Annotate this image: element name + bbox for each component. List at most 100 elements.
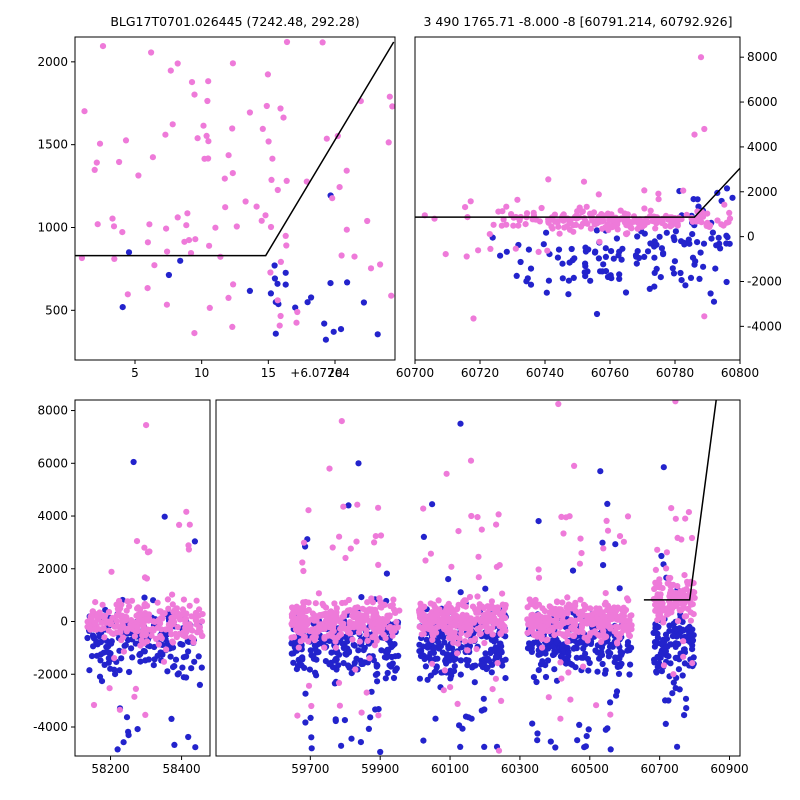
scatter-point-pink [660,606,667,613]
scatter-point-pink [355,625,362,632]
scatter-point-pink [191,330,198,337]
scatter-point-pink [514,196,521,203]
scatter-point-pink [351,253,358,260]
scatter-point-pink [277,105,284,112]
scatter-point-pink [580,178,588,185]
scatter-point-blue [543,289,550,296]
scatter-point-blue [544,657,552,664]
scatter-point-blue [93,652,101,659]
scatter-point-blue [602,667,609,674]
scatter-point-pink [133,538,141,545]
scatter-point-pink [116,158,123,166]
scatter-point-blue [416,648,423,655]
scatter-point-pink [614,226,621,233]
scatter-point-blue [683,705,690,712]
scatter-point-pink [378,604,385,611]
scatter-point-pink [556,630,563,637]
scatter-point-pink [291,634,298,641]
scatter-point-blue [161,513,168,520]
scatter-point-pink [535,611,542,619]
scatter-point-blue [671,258,679,265]
scatter-point-pink [608,211,615,218]
scatter-point-pink [363,689,370,696]
scatter-point-pink [375,561,382,569]
scatter-point-pink [165,605,172,612]
scatter-point-blue [602,245,609,252]
scatter-point-blue [312,669,319,676]
scatter-point-pink [473,646,480,653]
scatter-point-pink [196,624,203,631]
scatter-point-blue [164,668,171,675]
scatter-point-pink [368,595,375,602]
scatter-point-pink [353,538,360,545]
scatter-point-pink [468,512,475,520]
scatter-point-pink [623,231,630,238]
scatter-point-blue [651,643,659,650]
scatter-point-blue [675,666,683,673]
scatter-point-blue [340,660,347,667]
scatter-point-pink [674,618,682,625]
scatter-point-blue [610,255,617,262]
scatter-point-pink [198,618,206,625]
scatter-point-blue [653,669,660,676]
scatter-point-pink [612,623,619,630]
scatter-point-pink [598,638,605,646]
scatter-point-pink [185,546,192,553]
scatter-point-blue [141,594,148,601]
scatter-point-blue [171,741,178,749]
scatter-point-pink [440,614,447,621]
scatter-point-pink [663,549,671,556]
scatter-point-pink [651,585,658,593]
scatter-point-pink [602,633,609,641]
scatter-point-blue [616,654,623,661]
scatter-point-blue [534,737,541,744]
scatter-point-pink [144,285,151,292]
scatter-point-blue [619,245,626,252]
scatter-point-pink [137,642,144,649]
left-plot-title: BLG17T0701.026445 (7242.48, 292.28) [110,14,360,29]
scatter-point-pink [167,626,174,634]
scatter-point-pink [662,222,669,229]
scatter-point-pink [681,572,688,579]
scatter-point-pink [352,666,359,673]
scatter-point-blue [607,699,614,706]
scatter-point-blue [97,657,104,664]
scatter-point-pink [475,553,482,560]
scatter-point-blue [567,660,574,668]
scatter-point-blue [593,310,601,318]
scatter-point-pink [86,622,93,629]
scatter-point-pink [697,54,705,61]
scatter-point-pink [163,225,170,232]
scatter-point-pink [475,247,482,254]
scatter-point-blue [596,650,604,657]
scatter-point-pink [109,614,116,622]
x-tick-label: 60800 [721,366,759,380]
scatter-point-blue [374,678,381,685]
scatter-point-pink [429,636,436,644]
scatter-point-blue [587,277,594,284]
scatter-point-pink [543,637,550,644]
scatter-point-blue [307,647,314,654]
scatter-point-blue [86,667,93,674]
scatter-point-blue [517,258,524,266]
scatter-point-pink [92,599,99,606]
scatter-point-pink [229,170,236,177]
x-tick-label: 60700 [396,366,434,380]
scatter-point-pink [575,628,582,636]
scatter-point-pink [593,608,600,615]
y-tick-label: 1500 [37,138,68,152]
scatter-point-pink [99,43,107,50]
scatter-point-pink [187,623,194,630]
scatter-point-pink [451,634,458,641]
scatter-point-pink [607,711,614,718]
scatter-point-blue [497,252,504,259]
scatter-point-pink [129,623,136,630]
scatter-point-pink [577,596,584,603]
scatter-point-pink [625,597,632,604]
scatter-point-blue [134,726,141,733]
scatter-point-pink [439,623,446,630]
scatter-point-blue [385,647,392,655]
data-layer-top-left [75,38,395,343]
scatter-point-pink [149,154,156,161]
scatter-point-pink [305,638,312,645]
